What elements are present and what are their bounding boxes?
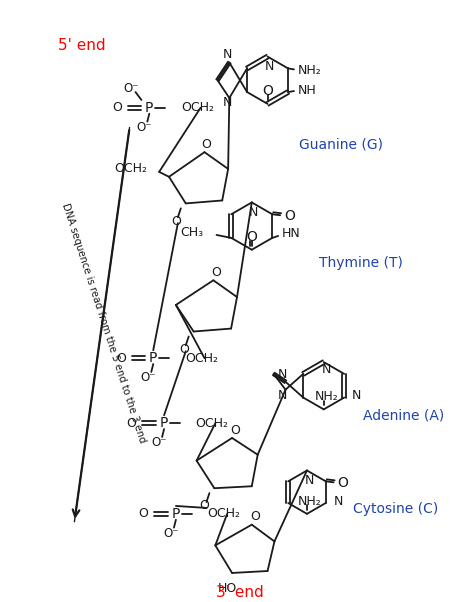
Text: P: P [172, 507, 180, 521]
Text: O: O [179, 343, 189, 356]
Text: O⁻: O⁻ [151, 436, 167, 449]
Text: O⁻: O⁻ [137, 121, 152, 134]
Text: 3' end: 3' end [216, 585, 264, 600]
Text: OCH₂: OCH₂ [196, 417, 228, 430]
Text: N: N [278, 389, 287, 402]
Text: O: O [201, 138, 211, 150]
Text: O: O [127, 417, 137, 430]
Text: O: O [171, 215, 181, 228]
Text: N: N [223, 96, 232, 110]
Text: N: N [352, 389, 362, 402]
Text: O: O [112, 101, 122, 114]
Text: CH₃: CH₃ [181, 226, 204, 240]
Text: N: N [278, 368, 287, 382]
Text: N: N [249, 206, 258, 219]
Text: N: N [304, 474, 314, 487]
Text: NH₂: NH₂ [315, 390, 338, 403]
Text: O: O [250, 510, 260, 523]
Text: P: P [160, 416, 168, 430]
Text: N: N [334, 494, 343, 507]
Text: Thymine (T): Thymine (T) [319, 255, 403, 270]
Text: Cytosine (C): Cytosine (C) [353, 502, 438, 516]
Text: OCH₂: OCH₂ [181, 101, 214, 114]
Text: NH: NH [298, 84, 317, 96]
Text: O⁻: O⁻ [124, 82, 139, 95]
Text: NH₂: NH₂ [298, 64, 322, 77]
Text: O: O [200, 500, 210, 512]
Text: Guanine (G): Guanine (G) [299, 137, 383, 151]
Text: O: O [230, 424, 240, 436]
Text: OCH₂: OCH₂ [185, 352, 218, 365]
Text: O: O [337, 476, 348, 490]
Text: HO: HO [218, 582, 237, 595]
Text: O⁻: O⁻ [141, 371, 156, 384]
Text: O: O [116, 352, 126, 365]
Text: O: O [246, 230, 257, 244]
Text: O: O [284, 209, 295, 223]
Text: OCH₂: OCH₂ [114, 163, 147, 175]
Text: O: O [211, 266, 221, 279]
Text: P: P [145, 101, 154, 115]
Text: 5' end: 5' end [58, 39, 105, 53]
Text: NH₂: NH₂ [298, 494, 322, 507]
Text: P: P [149, 351, 157, 365]
Text: OCH₂: OCH₂ [208, 507, 240, 520]
Text: O⁻: O⁻ [163, 527, 179, 540]
Text: N: N [265, 60, 274, 73]
Text: N: N [322, 364, 331, 376]
Text: N: N [223, 48, 232, 61]
Text: O: O [138, 507, 148, 520]
Text: DNA sequence is read from the 5 end to the 3 end: DNA sequence is read from the 5 end to t… [60, 202, 147, 444]
Text: HN: HN [282, 228, 301, 240]
Text: O: O [262, 84, 273, 98]
Text: Adenine (A): Adenine (A) [363, 408, 445, 422]
